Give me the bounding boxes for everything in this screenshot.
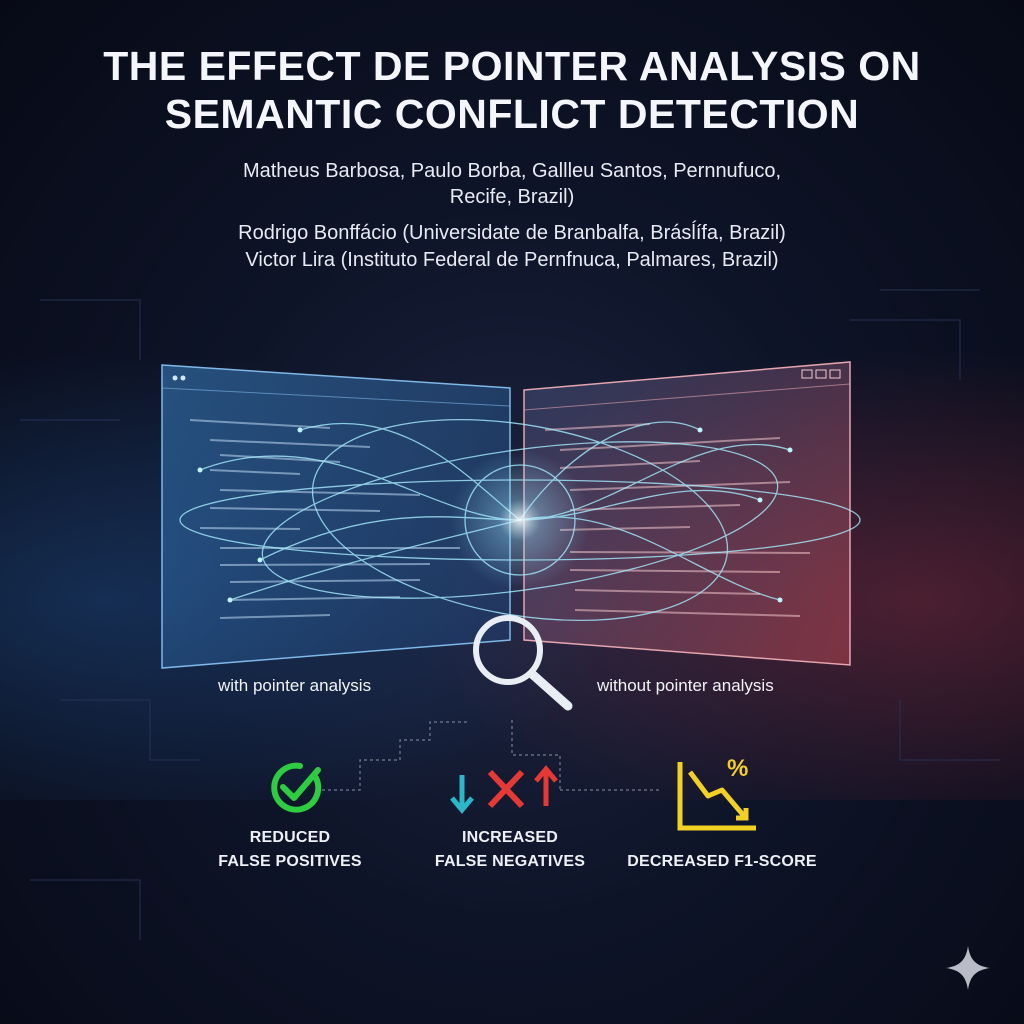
metric-3-line-1: DECREASED F1-SCORE	[627, 853, 817, 870]
sparkle-icon	[946, 946, 990, 990]
metric-2-line-2: FALSE NEGATIVES	[434, 853, 586, 870]
metric-reduced-false-positives: REDUCED FALSE POSITIVES	[195, 826, 385, 874]
authors-line-3: Victor Lira (Instituto Federal de Pernfn…	[245, 249, 779, 271]
metric-2-line-1: INCREASED	[461, 829, 559, 846]
metric-1-line-1: REDUCED	[249, 829, 331, 846]
svg-text:%: %	[727, 755, 748, 782]
authors-text-1b: Recife, Brazil)	[449, 186, 575, 208]
title-line-1: THE EFFECT DE POINTER ANALYSIS ON	[103, 43, 921, 89]
right-panel-label: without pointer analysis	[597, 676, 774, 695]
magnifying-glass-icon	[473, 615, 573, 711]
metric-decreased-f1-score: DECREASED F1-SCORE	[612, 850, 832, 874]
left-panel-label: with pointer analysis	[218, 676, 372, 695]
metric-1-line-2: FALSE POSITIVES	[218, 853, 362, 870]
arrows-cross-icon	[450, 765, 558, 814]
check-circle-icon	[271, 762, 322, 813]
page-title: THE EFFECT DE POINTER ANALYSIS ON SEMANT…	[0, 42, 1024, 138]
declining-chart-percent-icon: %	[677, 755, 756, 831]
authors-line-1: Matheus Barbosa, Paulo Borba, Gallleu Sa…	[0, 158, 1024, 210]
authors-line-2: Rodrigo Bonffácio (Universidate de Branb…	[238, 222, 786, 244]
metric-increased-false-negatives: INCREASED FALSE NEGATIVES	[415, 826, 605, 874]
title-line-2: SEMANTIC CONFLICT DETECTION	[164, 91, 860, 137]
dashed-connectors	[322, 720, 660, 791]
circuit-traces	[20, 289, 1000, 940]
authors-text-1: Matheus Barbosa, Paulo Borba, Gallleu Sa…	[242, 160, 782, 182]
